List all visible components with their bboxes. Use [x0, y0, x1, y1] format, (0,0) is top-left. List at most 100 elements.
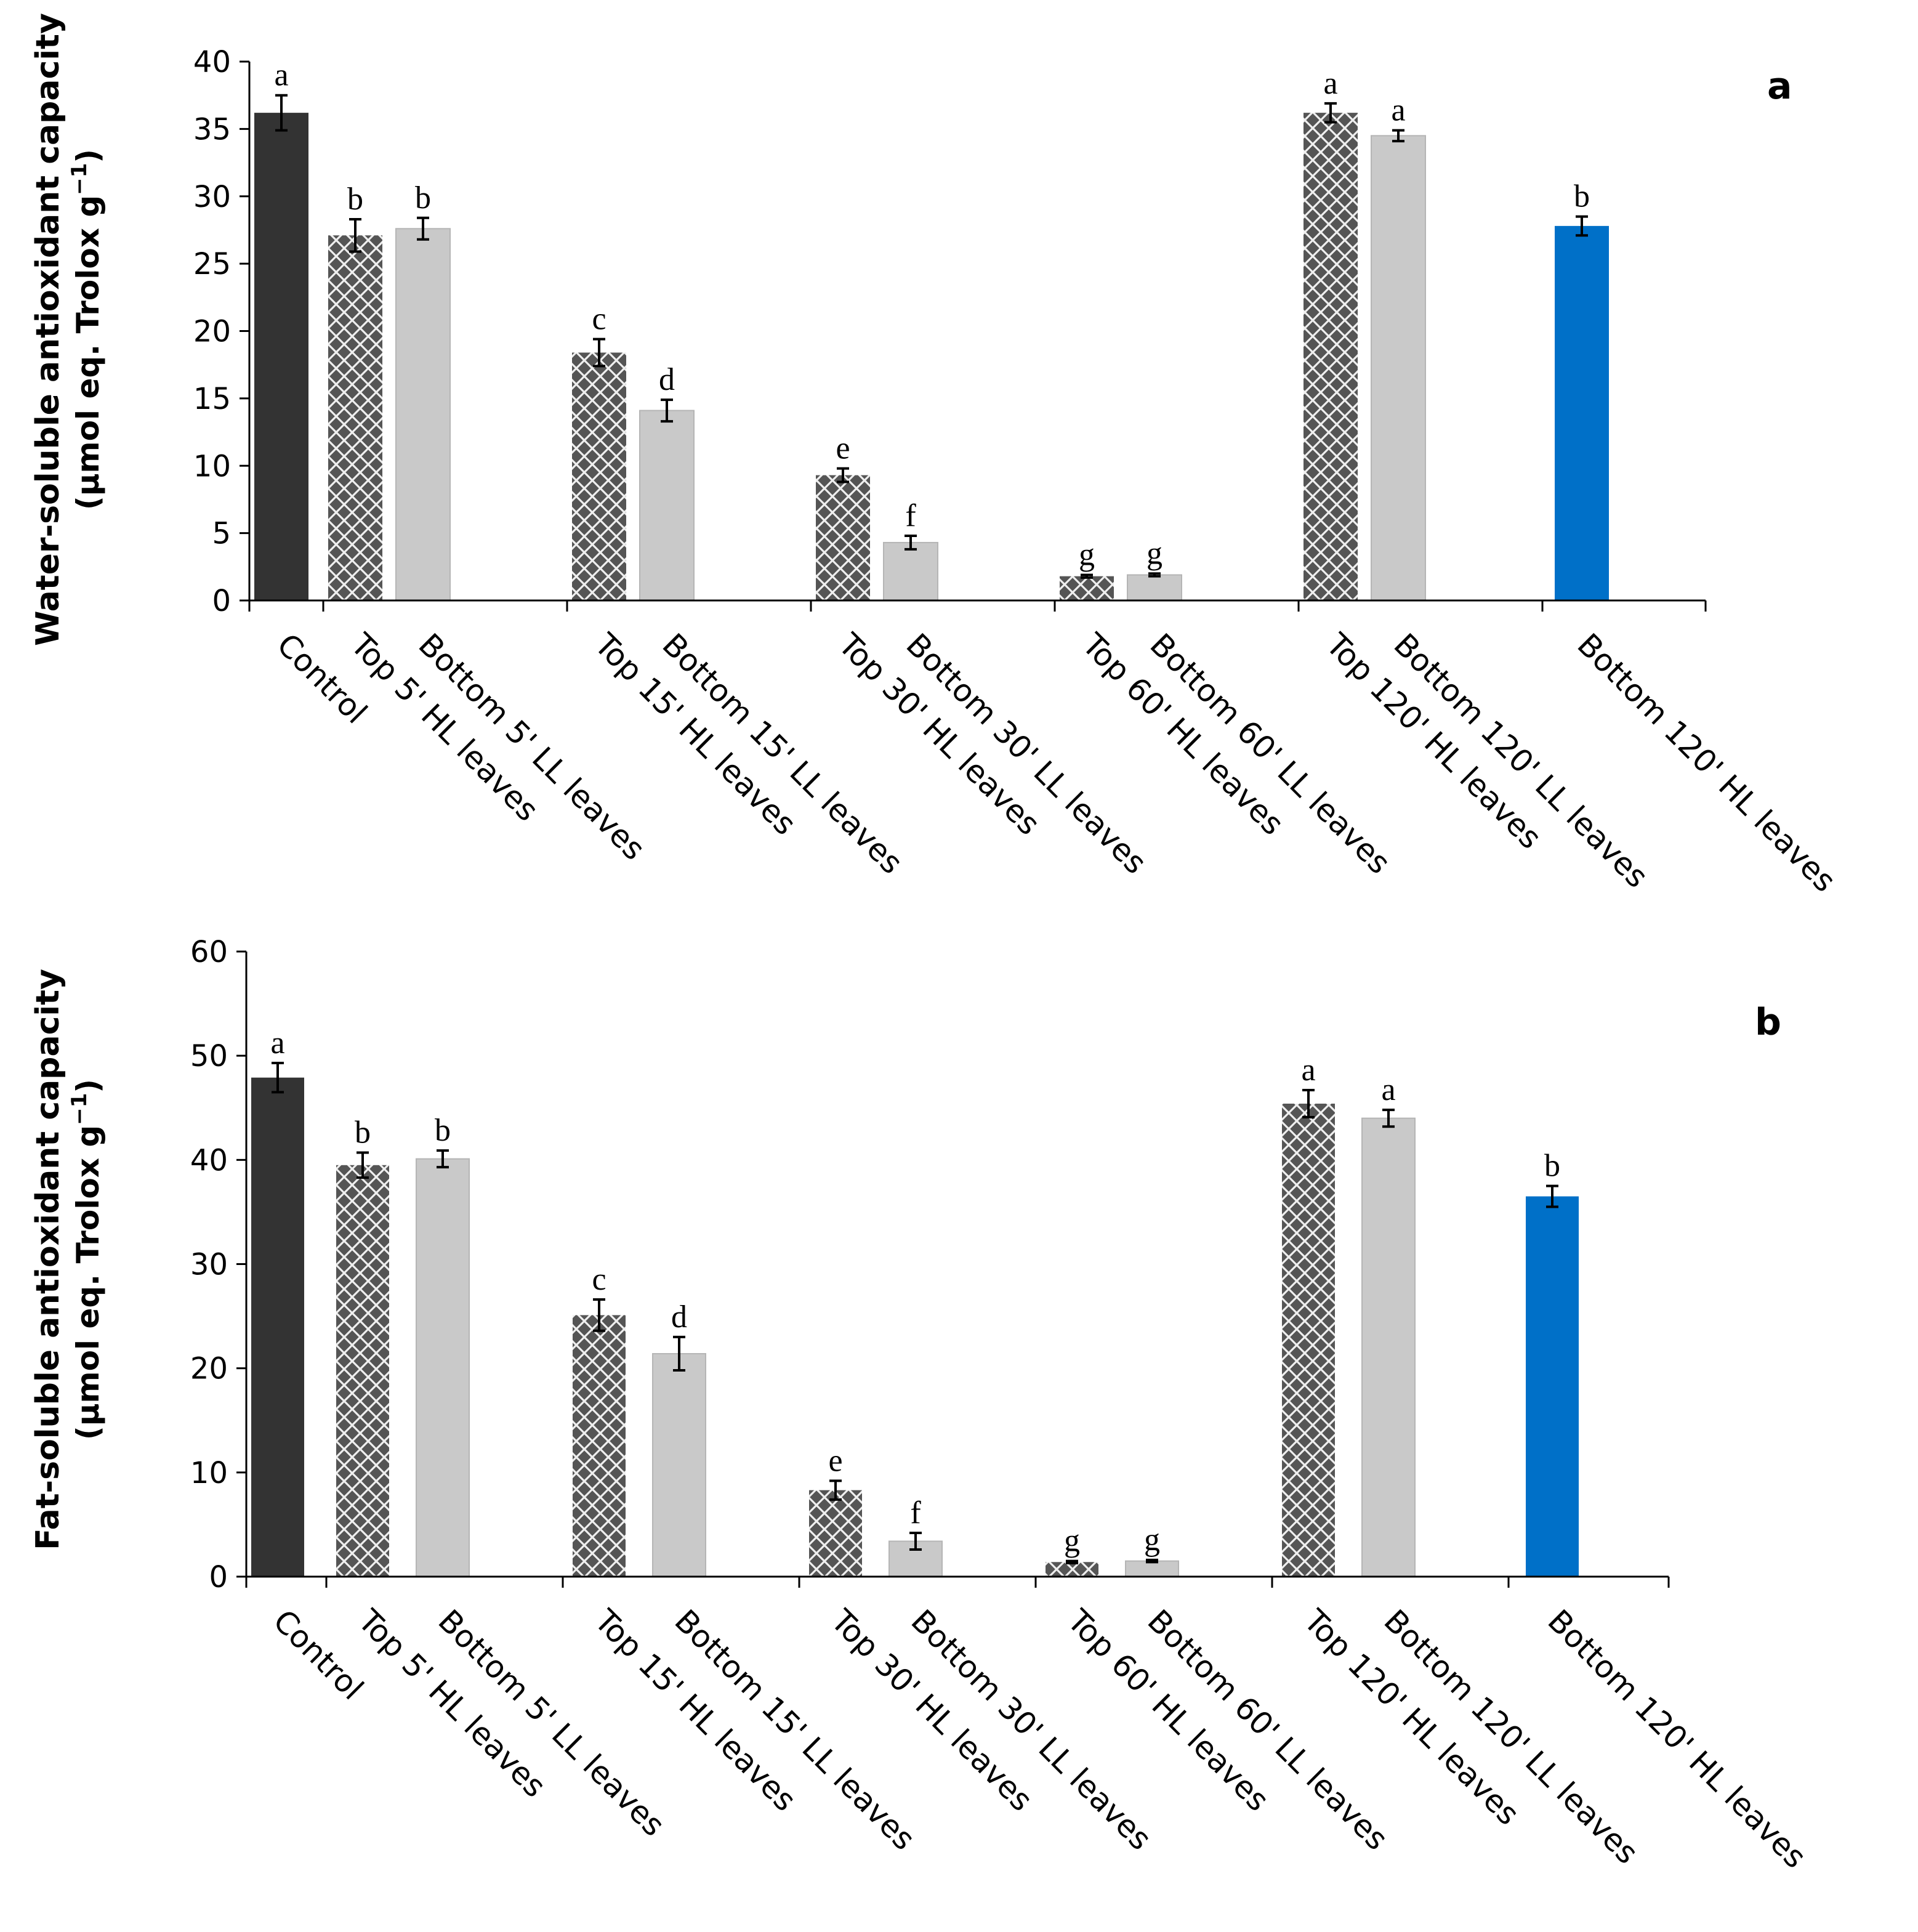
sig-letter-a-top-120-hl-leaves: a	[1323, 66, 1337, 101]
bar-a-top-30-hl-leaves	[816, 475, 870, 600]
y-tick-label-a-10: 10	[193, 449, 231, 483]
sig-letter-b-top-30-hl-leaves: e	[828, 1443, 842, 1478]
error-bar-b-top-30-hl-leaves	[829, 1479, 842, 1501]
bar-a-top-5-hl-leaves	[328, 235, 382, 600]
bar-b-top-30-hl-leaves	[809, 1490, 862, 1577]
x-label-b-control: Control	[267, 1603, 371, 1707]
y-axis-title-line1-b: Fat-soluble antioxidant capacity	[30, 969, 66, 1550]
y-tick-label-b-40: 40	[190, 1143, 228, 1178]
y-tick-label-b-10: 10	[190, 1456, 228, 1490]
error-bar-b-control	[272, 1062, 284, 1094]
y-tick-label-a-35: 35	[193, 112, 231, 147]
error-bar-b-bottom-5-ll-leaves	[437, 1149, 449, 1169]
bar-a-top-60-hl-leaves	[1060, 576, 1114, 600]
sig-letter-a-bottom-15-ll-leaves: d	[659, 362, 675, 397]
error-bar-b-bottom-30-ll-leaves	[909, 1531, 922, 1551]
bar-a-bottom-15-ll-leaves	[639, 410, 695, 601]
y-axis-units-a: (μmol eq. Trolox g	[70, 195, 106, 510]
sig-letter-a-top-30-hl-leaves: e	[836, 431, 850, 466]
error-bar-a-bottom-120-hl-leaves	[1576, 215, 1588, 237]
y-tick-label-b-0: 0	[209, 1560, 228, 1595]
y-tick-label-b-20: 20	[190, 1352, 228, 1386]
error-bar-a-bottom-120-ll-leaves	[1392, 129, 1404, 143]
sig-letter-b-bottom-120-ll-leaves: a	[1381, 1072, 1395, 1107]
sig-letter-b-bottom-60-ll-leaves: g	[1144, 1522, 1160, 1558]
y-axis-title-b: Fat-soluble antioxidant capacity (μmol e…	[30, 969, 106, 1550]
sig-letter-b-top-5-hl-leaves: b	[355, 1115, 371, 1150]
bar-b-control	[251, 1077, 304, 1577]
sig-letter-a-bottom-30-ll-leaves: f	[905, 498, 916, 533]
y-tick-label-a-40: 40	[193, 45, 231, 79]
y-tick-label-a-25: 25	[193, 247, 231, 281]
error-bar-a-control	[275, 94, 288, 132]
error-bar-a-bottom-30-ll-leaves	[905, 535, 917, 551]
y-tick-label-a-30: 30	[193, 180, 231, 214]
sig-letter-a-bottom-120-ll-leaves: a	[1391, 93, 1405, 128]
y-tick-label-a-0: 0	[212, 584, 231, 618]
bar-a-top-120-hl-leaves	[1304, 113, 1358, 600]
bar-b-top-15-hl-leaves	[573, 1315, 626, 1577]
bar-b-bottom-60-ll-leaves	[1125, 1560, 1179, 1577]
bar-b-bottom-120-ll-leaves	[1361, 1117, 1416, 1577]
y-tick-label-a-20: 20	[193, 315, 231, 349]
error-bar-b-bottom-120-ll-leaves	[1382, 1109, 1395, 1128]
sig-letter-b-bottom-5-ll-leaves: b	[435, 1113, 451, 1148]
sig-letter-b-control: a	[270, 1025, 284, 1061]
sig-letter-b-bottom-15-ll-leaves: d	[671, 1299, 687, 1335]
y-axis-title-a: Water-soluble antioxidant capacity (μmol…	[30, 13, 106, 646]
bar-a-bottom-120-hl-leaves	[1555, 225, 1609, 600]
error-bar-b-top-15-hl-leaves	[593, 1298, 605, 1332]
sig-letter-a-top-5-hl-leaves: b	[347, 182, 363, 217]
bar-a-bottom-30-ll-leaves	[883, 541, 938, 601]
y-tick-label-b-60: 60	[190, 935, 228, 969]
chart-panel-a: a Water-soluble antioxidant capacity (μm…	[30, 13, 1843, 899]
bar-a-bottom-120-ll-leaves	[1371, 135, 1426, 601]
y-axis-title-line1-a: Water-soluble antioxidant capacity	[30, 13, 66, 646]
y-axis-units-sup-b: −1	[67, 1093, 92, 1125]
y-tick-label-b-30: 30	[190, 1248, 228, 1282]
bar-b-bottom-15-ll-leaves	[652, 1352, 706, 1578]
sig-letter-b-top-15-hl-leaves: c	[592, 1262, 606, 1297]
sig-letter-a-top-15-hl-leaves: c	[592, 302, 606, 337]
sig-letter-b-top-60-hl-leaves: g	[1064, 1524, 1080, 1559]
error-bar-a-top-30-hl-leaves	[837, 467, 849, 483]
sig-letter-a-bottom-60-ll-leaves: g	[1146, 536, 1162, 571]
panel-label-a: a	[1767, 65, 1792, 108]
panel-label-b: b	[1755, 1001, 1781, 1044]
error-bar-a-top-120-hl-leaves	[1324, 102, 1337, 124]
bar-a-bottom-5-ll-leaves	[395, 228, 451, 601]
bar-b-top-120-hl-leaves	[1282, 1103, 1335, 1577]
y-axis-title-line2-a: (μmol eq. Trolox g−1)	[67, 149, 106, 510]
sig-letter-b-top-120-hl-leaves: a	[1301, 1053, 1315, 1088]
error-bar-a-top-5-hl-leaves	[349, 217, 361, 253]
bar-b-bottom-5-ll-leaves	[416, 1158, 470, 1578]
chart-panel-b: b Fat-soluble antioxidant capacity (μmol…	[30, 935, 1813, 1875]
y-tick-label-b-50: 50	[190, 1039, 228, 1073]
error-bar-a-bottom-5-ll-leaves	[417, 216, 429, 241]
y-axis-units-b: (μmol eq. Trolox g	[70, 1125, 106, 1440]
sig-letter-a-bottom-120-hl-leaves: b	[1574, 179, 1590, 214]
sig-letter-b-bottom-120-hl-leaves: b	[1544, 1149, 1560, 1184]
error-bar-b-top-120-hl-leaves	[1302, 1088, 1315, 1118]
error-bar-a-bottom-15-ll-leaves	[661, 398, 673, 423]
bar-b-bottom-120-hl-leaves	[1526, 1196, 1579, 1577]
error-bar-a-bottom-60-ll-leaves	[1148, 572, 1161, 578]
bar-a-bottom-60-ll-leaves	[1127, 574, 1182, 601]
sig-letter-a-control: a	[274, 58, 288, 93]
bar-b-top-60-hl-leaves	[1046, 1562, 1098, 1577]
error-bar-b-top-60-hl-leaves	[1066, 1559, 1078, 1565]
error-bar-a-top-15-hl-leaves	[593, 337, 605, 368]
error-bar-a-top-60-hl-leaves	[1081, 573, 1093, 579]
error-bar-b-top-5-hl-leaves	[357, 1151, 369, 1179]
y-axis-units-close-a: )	[70, 149, 106, 163]
bar-b-top-5-hl-leaves	[336, 1165, 389, 1577]
y-tick-label-a-5: 5	[212, 517, 231, 551]
y-axis-title-line2-b: (μmol eq. Trolox g−1)	[67, 1079, 106, 1440]
bar-a-top-15-hl-leaves	[572, 352, 626, 600]
y-axis-units-sup-a: −1	[67, 163, 92, 195]
y-axis-units-close-b: )	[70, 1079, 106, 1093]
error-bar-b-bottom-60-ll-leaves	[1146, 1558, 1158, 1564]
error-bar-b-bottom-15-ll-leaves	[673, 1335, 685, 1372]
sig-letter-a-bottom-5-ll-leaves: b	[415, 180, 431, 216]
